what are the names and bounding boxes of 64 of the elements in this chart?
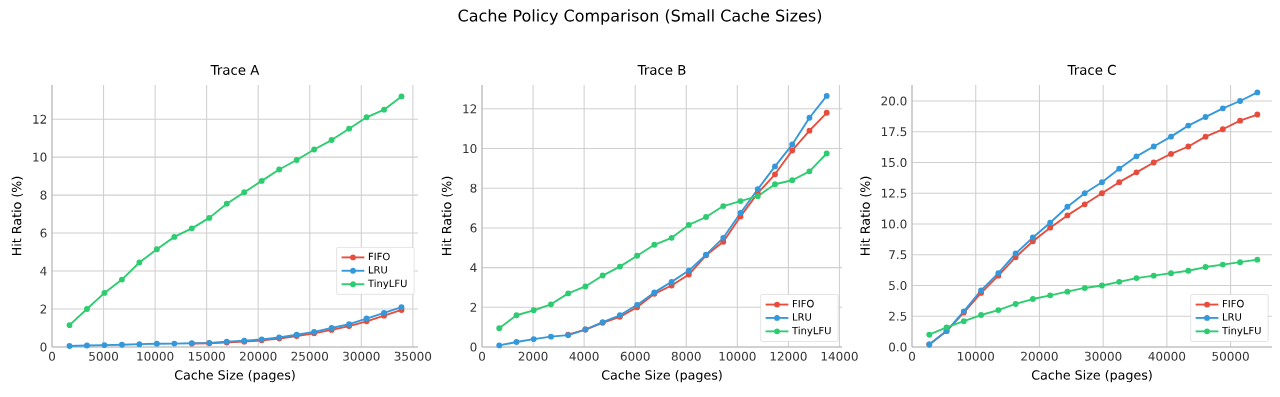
legend-label: TinyLFU	[1221, 326, 1261, 337]
y-axis-title: Hit Ratio (%)	[860, 176, 872, 256]
y-axis-title: Hit Ratio (%)	[11, 176, 23, 256]
y-tick-label: 4	[470, 263, 477, 272]
y-tick-label: 4	[40, 266, 47, 276]
y-tick-label: 2.5	[889, 311, 907, 321]
y-tick-label: 20.0	[881, 96, 907, 106]
x-tick-label: 20000	[240, 351, 277, 361]
x-tick-label: 8000	[671, 351, 701, 361]
x-tick-label: 30000	[1084, 351, 1122, 361]
text: Cache Policy Comparison (Small Cache Sizes)	[458, 9, 822, 25]
y-tick-label: 7.5	[889, 250, 907, 260]
x-tick-label: 0	[908, 351, 916, 361]
x-tick-label: 10000	[137, 351, 174, 361]
x-tick-label: 30000	[343, 351, 380, 361]
legend-label: FIFO	[368, 252, 390, 261]
x-tick-label: 10000	[719, 351, 756, 361]
y-tick-label: 15.0	[881, 157, 907, 168]
y-tick-label: 0.0	[889, 342, 907, 352]
y-tick-label: 10	[33, 152, 47, 162]
legend-label: LRU	[792, 313, 811, 321]
chart-title: Trace C	[1067, 64, 1116, 75]
legend-label: LRU	[1222, 313, 1241, 321]
y-tick-label: 6	[470, 223, 477, 233]
x-tick-label: 6000	[620, 351, 650, 361]
legend-label: FIFO	[792, 299, 814, 308]
x-axis-title: Cache Size (pages)	[601, 369, 722, 383]
y-tick-label: 5.0	[889, 280, 907, 291]
x-tick-label: 14000	[821, 351, 858, 361]
y-tick-label: 8	[40, 190, 47, 200]
y-tick-label: 2	[40, 304, 47, 314]
legend-label: FIFO	[1222, 299, 1244, 308]
legend-label: TinyLFU	[791, 326, 831, 337]
x-tick-label: 4000	[569, 351, 599, 361]
y-tick-label: 8	[470, 183, 477, 193]
x-tick-label: 40000	[1148, 351, 1186, 361]
y-tick-label: 0	[470, 342, 477, 352]
legend-label: LRU	[368, 266, 387, 274]
x-tick-label: 5000	[89, 351, 119, 361]
y-tick-label: 12.5	[881, 188, 907, 198]
x-tick-label: 50000	[1212, 351, 1249, 361]
y-tick-label: 12	[463, 104, 477, 114]
x-axis-title: Cache Size (pages)	[1031, 369, 1152, 383]
x-axis-title: Cache Size (pages)	[174, 369, 295, 383]
y-tick-label: 10.0	[881, 219, 907, 229]
x-tick-label: 12000	[770, 351, 807, 361]
x-tick-label: 0	[48, 351, 56, 361]
x-tick-label: 0	[478, 351, 486, 361]
y-tick-label: 10	[463, 143, 477, 154]
x-tick-label: 35000	[394, 351, 432, 361]
y-tick-label: 2	[470, 302, 477, 312]
legend-label: TinyLFU	[367, 279, 407, 290]
y-tick-label: 17.5	[881, 127, 907, 137]
y-tick-label: 6	[40, 228, 47, 238]
x-tick-label: 10000	[957, 351, 995, 361]
x-tick-label: 2000	[518, 351, 548, 361]
x-tick-label: 15000	[188, 351, 225, 361]
x-tick-label: 25000	[291, 351, 329, 361]
chart-title: Trace A	[210, 65, 260, 75]
y-axis-title: Hit Ratio (%)	[441, 176, 453, 256]
y-tick-label: 0	[40, 342, 47, 352]
y-tick-label: 12	[33, 114, 47, 124]
chart-title: Trace B	[637, 65, 686, 75]
x-tick-label: 20000	[1021, 351, 1058, 361]
